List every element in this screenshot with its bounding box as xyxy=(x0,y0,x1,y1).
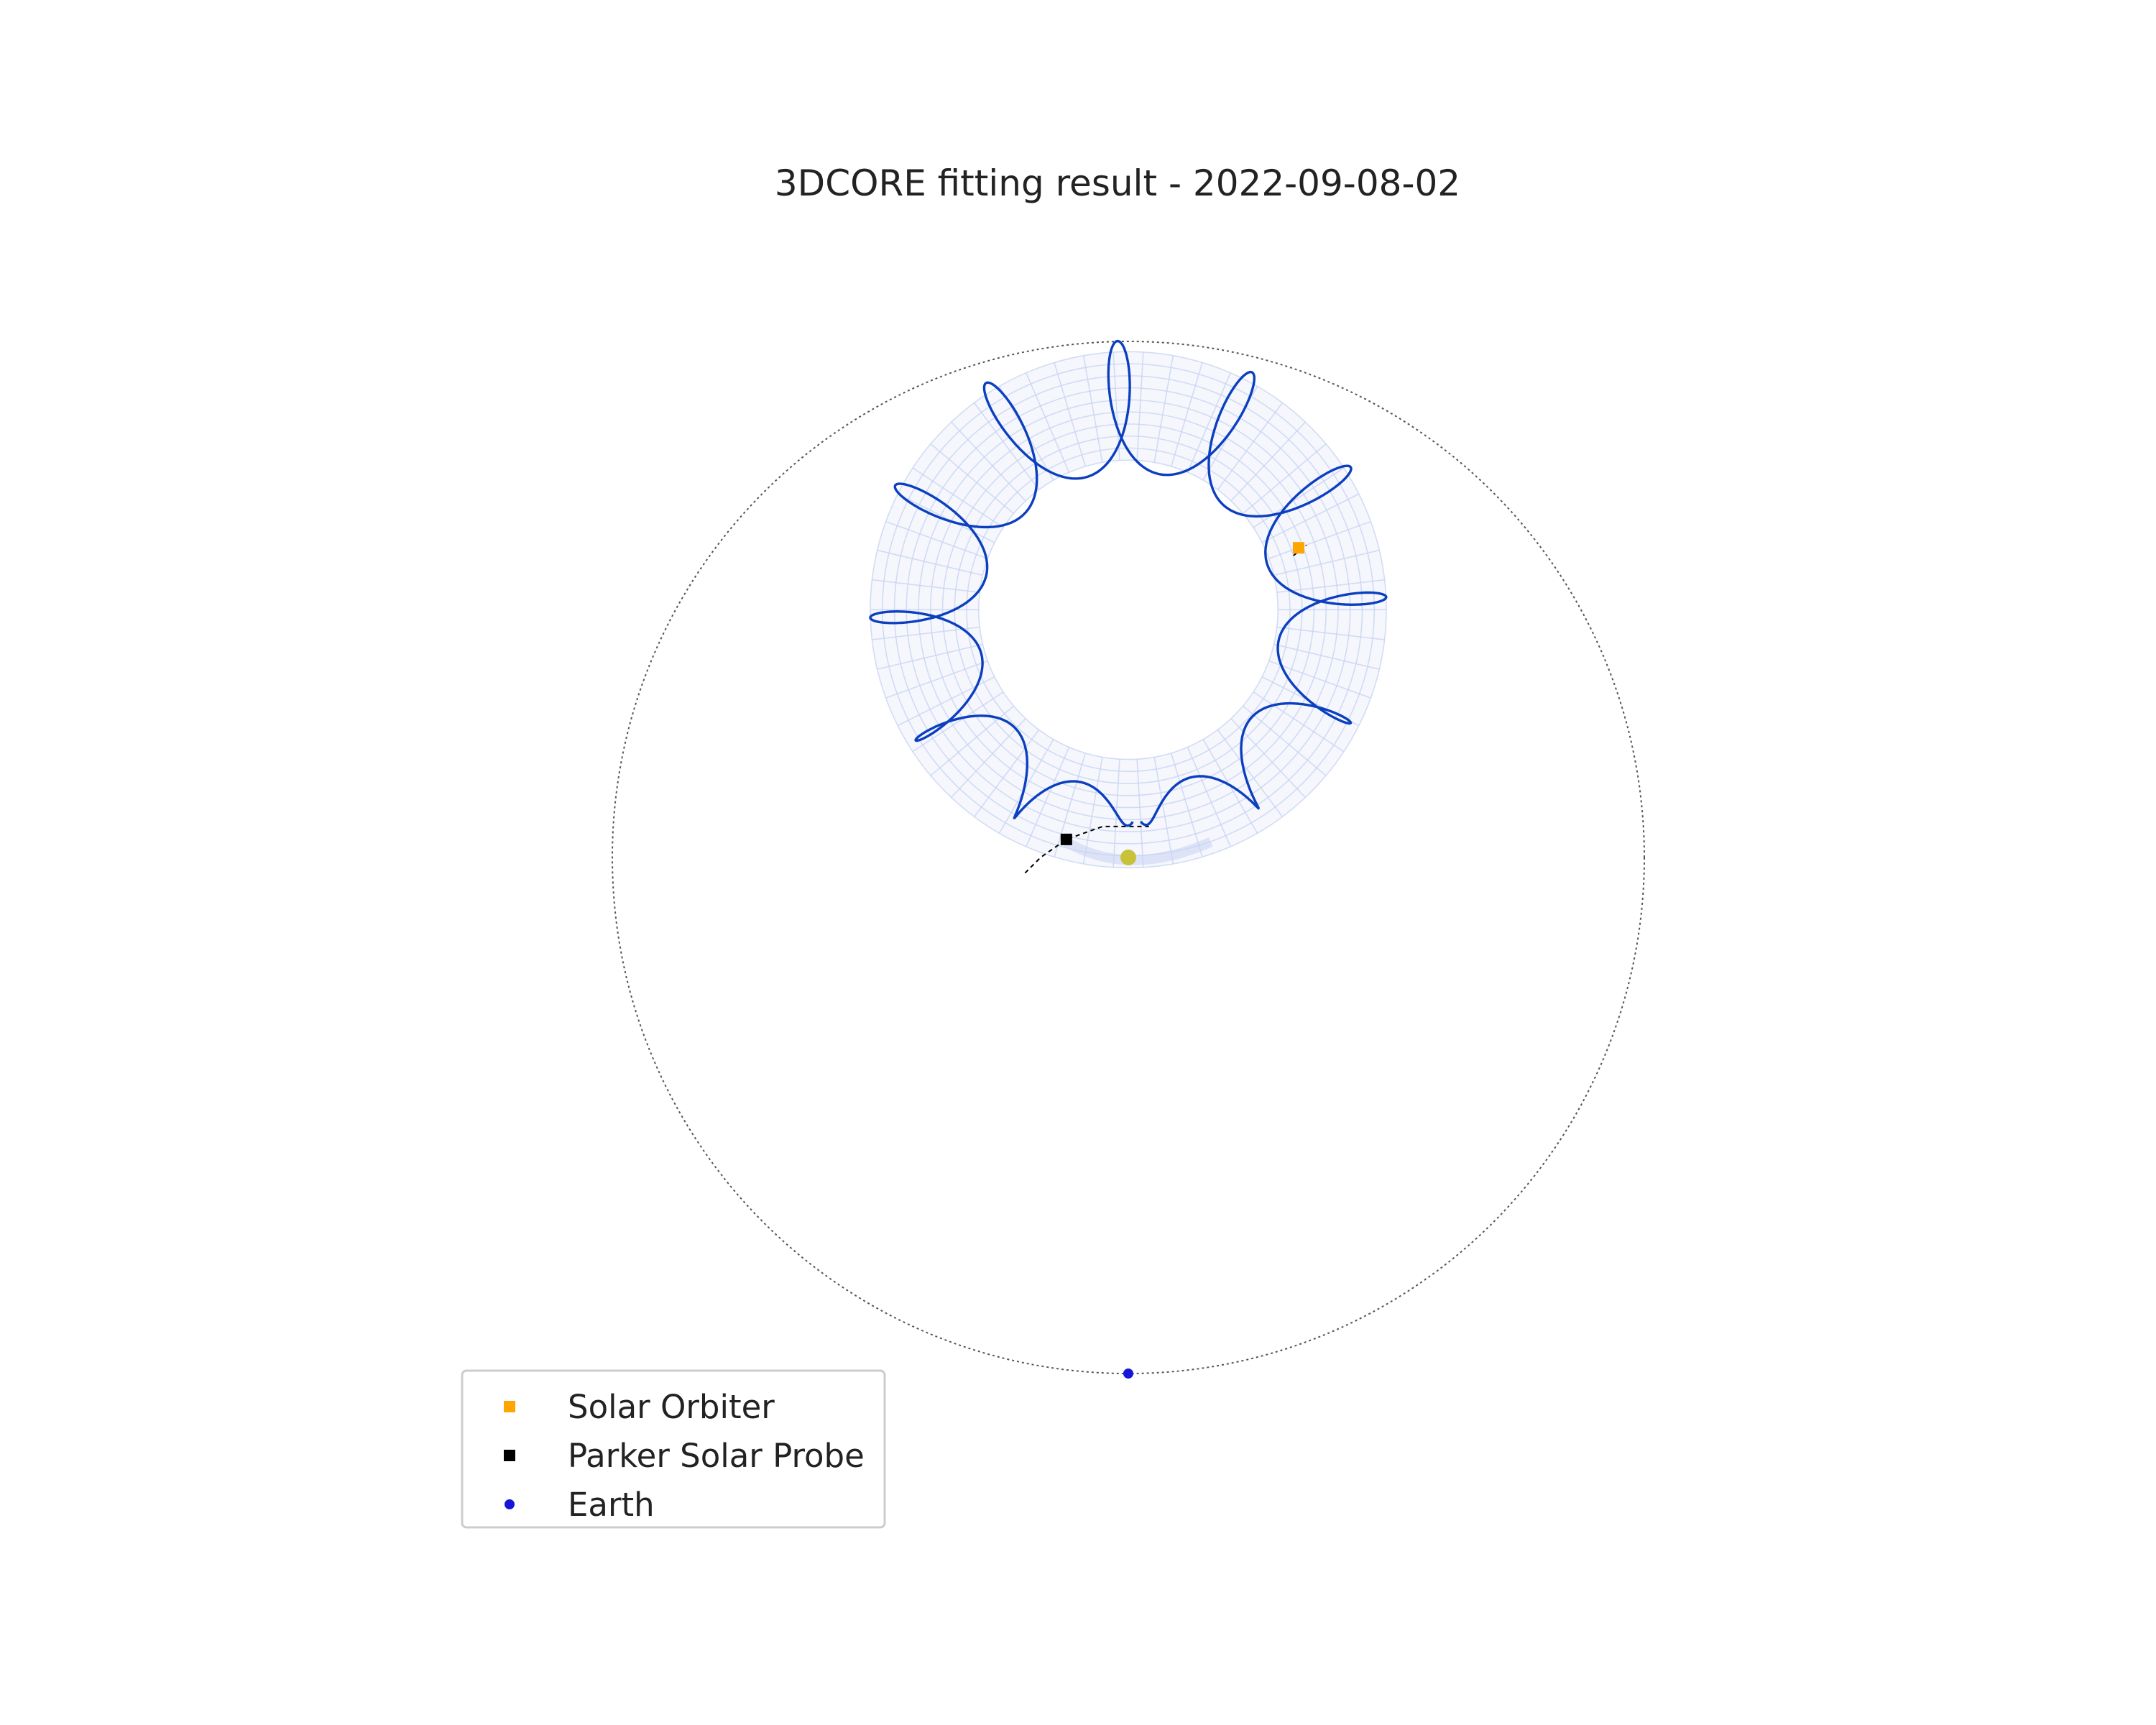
mesh-radial-line xyxy=(1230,421,1306,502)
mesh-radial-line xyxy=(1217,402,1284,490)
mesh-ring xyxy=(906,387,1351,832)
legend-label-psp: Parker Solar Probe xyxy=(568,1437,865,1475)
mesh-ring xyxy=(941,423,1315,796)
flux-rope-tube-fill xyxy=(870,351,1386,868)
legend-swatch-earth xyxy=(505,1499,515,1509)
mesh-radial-line xyxy=(1268,520,1371,559)
mesh-radial-line xyxy=(1253,467,1345,528)
spacecraft-markers xyxy=(1060,542,1304,1379)
mesh-radial-line xyxy=(912,691,1004,753)
mesh-radial-line xyxy=(1026,747,1070,847)
mesh-radial-line xyxy=(1136,351,1144,461)
flux-rope-mesh xyxy=(870,351,1387,869)
legend-label-earth: Earth xyxy=(568,1486,655,1524)
mesh-radial-line xyxy=(877,549,983,576)
legend: Solar Orbiter Parker Solar Probe Earth xyxy=(461,1369,886,1529)
mesh-radial-line xyxy=(998,739,1054,834)
mesh-radial-line xyxy=(951,421,1026,502)
mesh-radial-line xyxy=(1082,757,1103,865)
mesh-radial-line xyxy=(912,467,1004,528)
legend-label-solo: Solar Orbiter xyxy=(568,1388,775,1426)
mesh-radial-line xyxy=(1026,372,1070,473)
mesh-radial-line xyxy=(1170,362,1203,467)
psp-marker xyxy=(1060,833,1072,845)
mesh-radial-line xyxy=(1170,753,1203,857)
earth-marker xyxy=(1123,1368,1133,1379)
mesh-radial-line xyxy=(1276,579,1385,593)
mesh-radial-line xyxy=(872,579,980,593)
chart-title: 3DCORE fitting result - 2022-09-08-02 xyxy=(775,162,1460,204)
sun-marker xyxy=(1120,850,1136,865)
mesh-radial-line xyxy=(1217,729,1284,817)
mesh-radial-line xyxy=(1268,660,1371,699)
mesh-radial-line xyxy=(1187,747,1231,847)
solo-marker xyxy=(1292,542,1304,554)
mesh-radial-line xyxy=(877,643,983,670)
mesh-radial-line xyxy=(1054,753,1087,857)
mesh-radial-line xyxy=(885,520,988,559)
legend-frame xyxy=(461,1369,886,1529)
mesh-radial-line xyxy=(1054,362,1087,467)
mesh-radial-line xyxy=(1273,643,1380,670)
mesh-radial-line xyxy=(885,660,988,699)
flux-rope-field-line xyxy=(869,339,1388,827)
mesh-radial-line xyxy=(1253,691,1345,753)
legend-swatch-psp xyxy=(504,1450,515,1461)
mesh-ring xyxy=(977,459,1279,760)
legend-swatch-solo xyxy=(504,1401,515,1412)
mesh-ring xyxy=(870,351,1387,869)
mesh-radial-line xyxy=(1153,757,1174,865)
mesh-radial-line xyxy=(973,402,1040,490)
mesh-radial-line xyxy=(951,718,1026,799)
mesh-radial-line xyxy=(973,729,1040,817)
mesh-radial-line xyxy=(1261,493,1360,543)
mesh-radial-line xyxy=(897,493,995,543)
mesh-radial-line xyxy=(1187,372,1231,473)
mesh-radial-line xyxy=(1242,705,1327,776)
mesh-radial-line xyxy=(1276,626,1385,640)
mesh-radial-line xyxy=(1273,549,1380,576)
mesh-radial-line xyxy=(1153,355,1174,463)
mesh-radial-line xyxy=(1136,759,1144,868)
mesh-radial-line xyxy=(1082,355,1103,463)
mesh-ring xyxy=(966,447,1291,773)
mesh-radial-line xyxy=(930,443,1015,515)
mesh-radial-line xyxy=(1242,443,1327,515)
